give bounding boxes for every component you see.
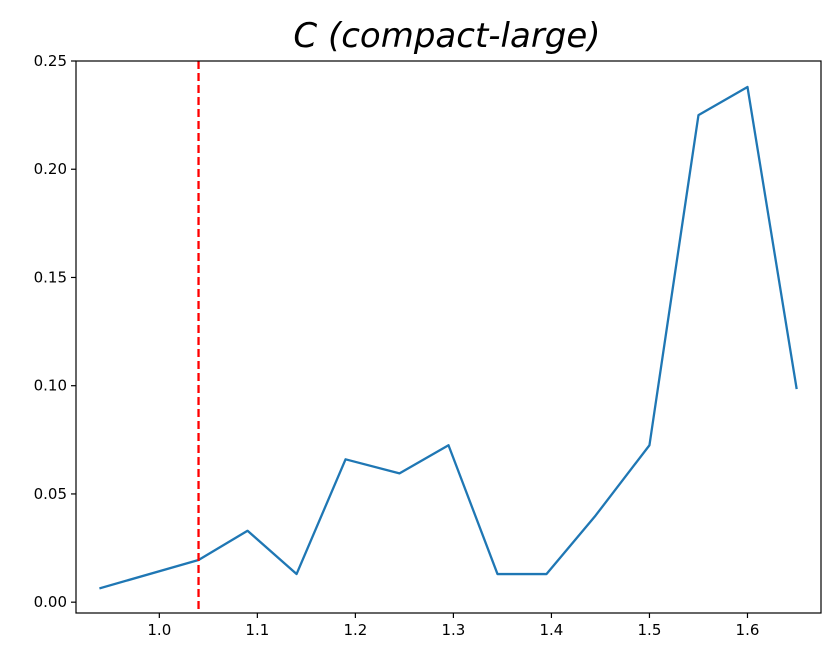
x-tick-label: 1.3 [441, 621, 465, 639]
axes-frame [75, 60, 822, 614]
x-tick-label: 1.5 [638, 621, 662, 639]
chart-title: C (compact-large) [293, 16, 600, 56]
y-tick-label: 0.15 [34, 268, 67, 286]
x-tick-label: 1.2 [343, 621, 367, 639]
x-tick-label: 1.6 [736, 621, 760, 639]
y-axis: 0.00 0.05 0.10 0.15 0.20 0.25 [34, 52, 76, 611]
plot-area [99, 61, 798, 613]
y-tick-label: 0.20 [34, 160, 67, 178]
y-tick-label: 0.00 [34, 593, 67, 611]
x-tick-label: 1.0 [147, 621, 171, 639]
y-tick-label: 0.05 [34, 485, 67, 503]
series-line-1 [99, 85, 798, 590]
x-tick-label: 1.1 [245, 621, 269, 639]
x-tick-label: 1.4 [539, 621, 563, 639]
y-tick-label: 0.25 [34, 52, 67, 70]
y-tick-label: 0.10 [34, 377, 67, 395]
x-axis: 1.0 1.1 1.2 1.3 1.4 1.5 1.6 [147, 613, 759, 639]
